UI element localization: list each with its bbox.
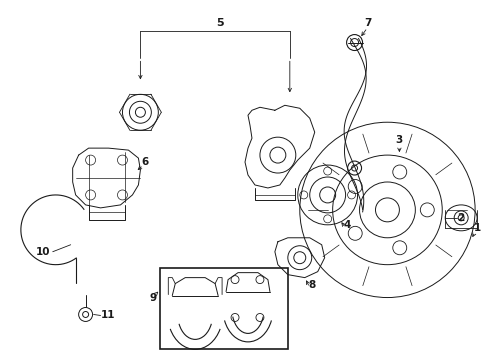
Text: 7: 7: [363, 18, 370, 28]
Text: 10: 10: [36, 247, 50, 257]
Text: 6: 6: [142, 157, 149, 167]
Text: 4: 4: [343, 220, 350, 230]
Bar: [160, 268, 287, 349]
Text: 2: 2: [457, 213, 464, 223]
Text: 9: 9: [149, 293, 157, 302]
Text: 11: 11: [101, 310, 116, 320]
Text: 5: 5: [216, 18, 224, 28]
Text: 3: 3: [395, 135, 402, 145]
Text: 8: 8: [307, 280, 315, 289]
Text: 1: 1: [472, 223, 480, 233]
